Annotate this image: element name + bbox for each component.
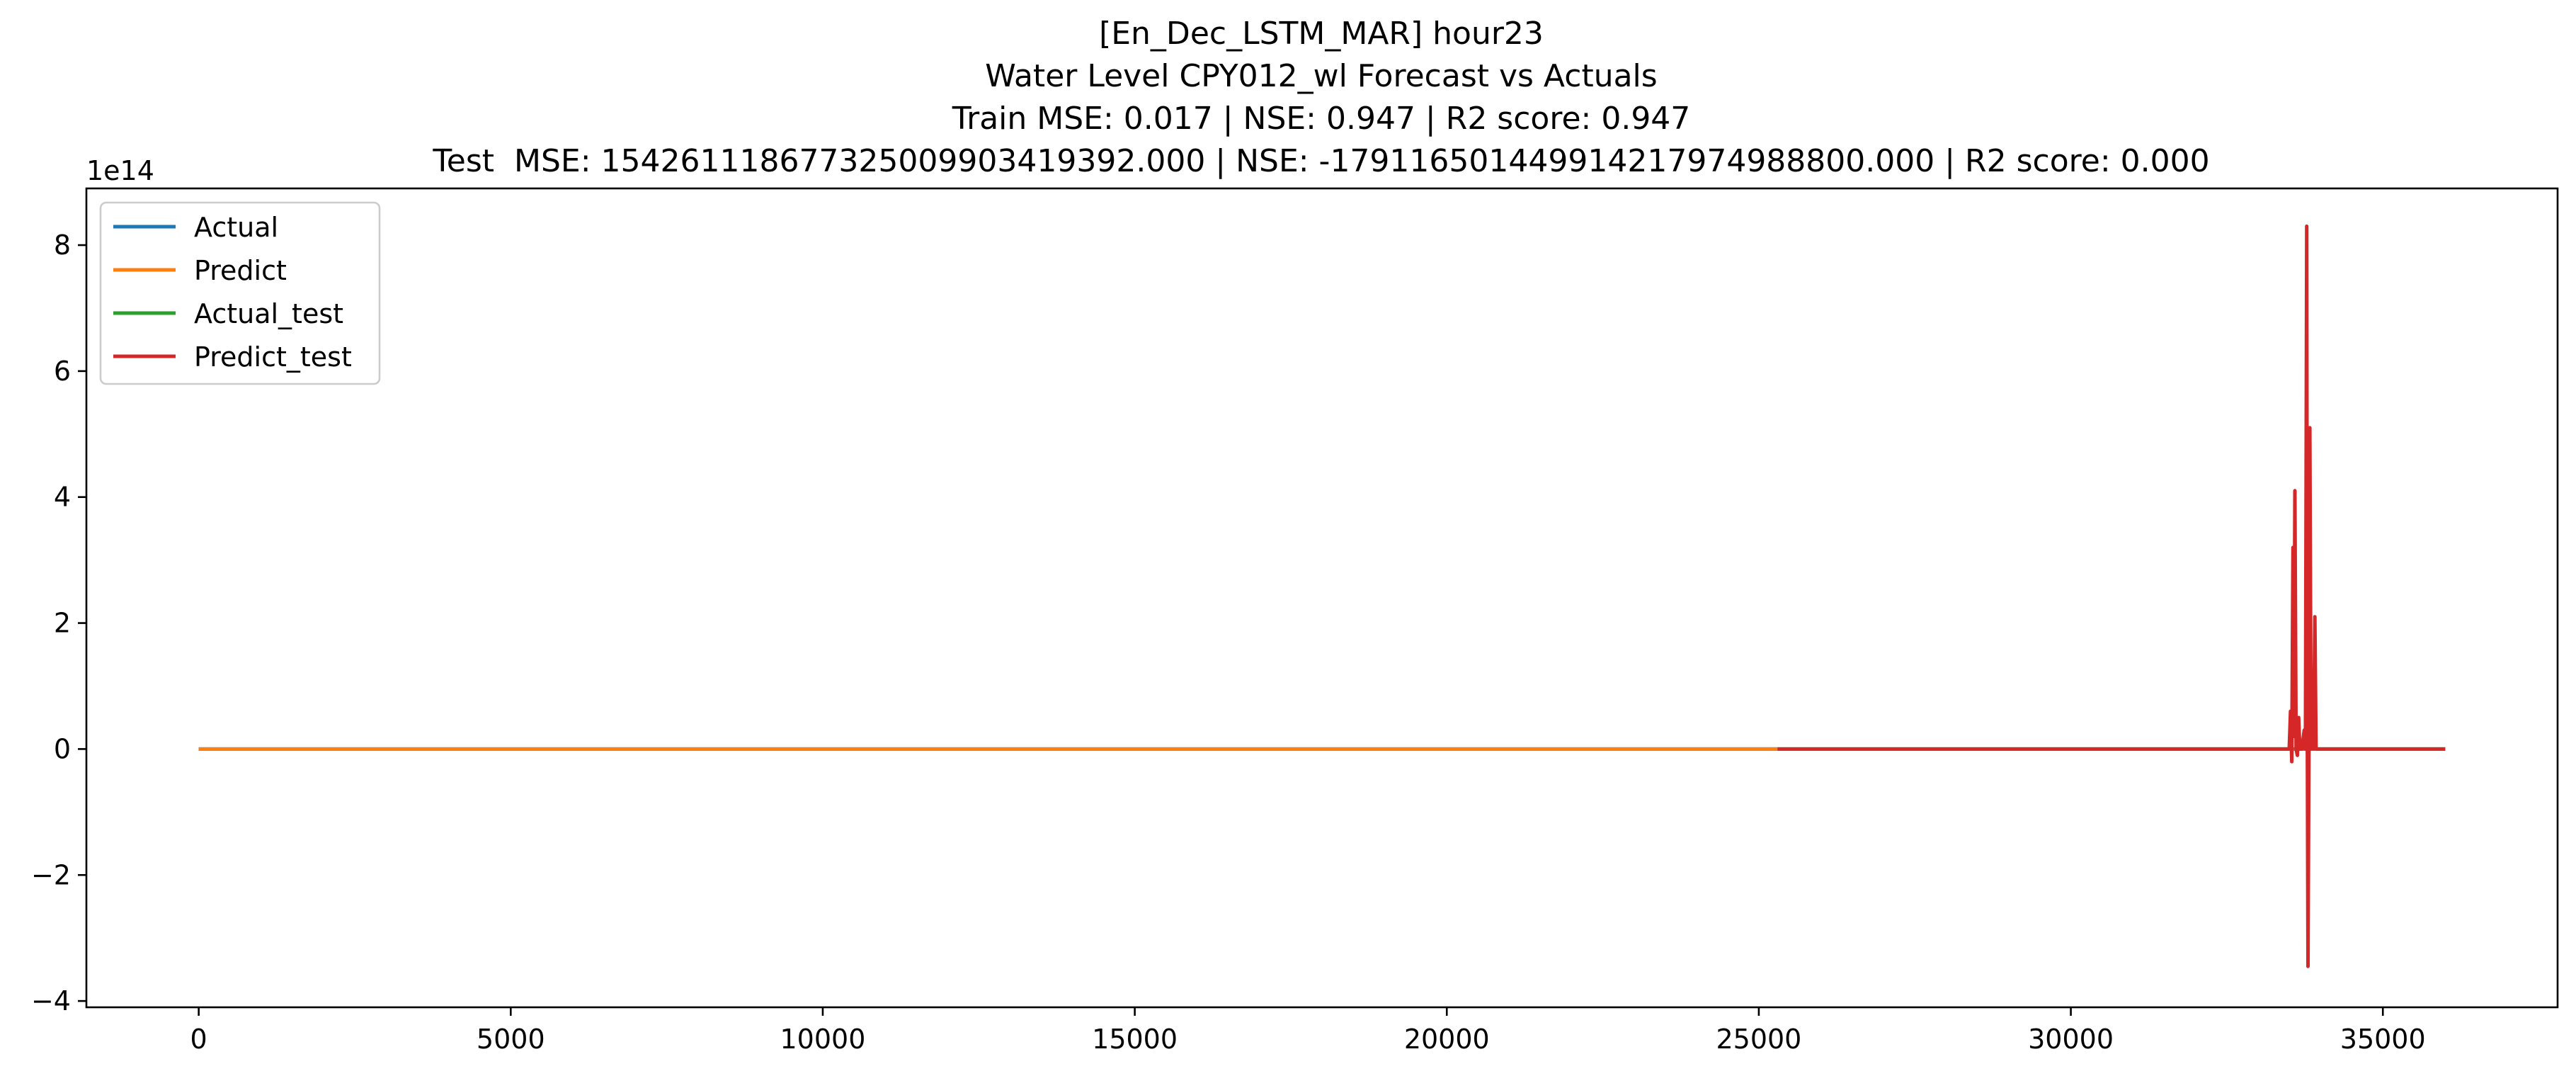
x-tick-label: 0 xyxy=(190,1024,207,1055)
x-tick-label: 35000 xyxy=(2340,1024,2426,1055)
y-tick-label: 8 xyxy=(54,230,71,261)
series-lines xyxy=(198,224,2446,968)
y-tick-label: −4 xyxy=(31,985,71,1016)
chart-title-line-4: Test MSE: 154261118677325009903419392.00… xyxy=(432,143,2209,179)
axes-frame xyxy=(85,187,2559,1009)
y-tick-label: 4 xyxy=(54,482,71,513)
chart-title-line-3: Train MSE: 0.017 | NSE: 0.947 | R2 score… xyxy=(952,101,1691,137)
y-tick-label: 0 xyxy=(54,733,71,764)
legend-label-predict: Predict xyxy=(194,255,287,286)
axis-ticks: 0 5000 10000 15000 20000 25000 30000 35000 −4 −2 0… xyxy=(31,230,2426,1055)
legend-label-actual: Actual xyxy=(194,212,278,243)
y-tick-label: 2 xyxy=(54,608,71,639)
y-tick-label: −2 xyxy=(31,859,71,890)
y-tick-label: 6 xyxy=(54,356,71,387)
legend-label-actual-test: Actual_test xyxy=(194,298,343,329)
chart-title-line-1: [En_Dec_LSTM_MAR] hour23 xyxy=(1099,16,1544,52)
x-tick-label: 15000 xyxy=(1092,1024,1178,1055)
y-axis-offset-label: 1e14 xyxy=(86,155,154,186)
x-tick-label: 5000 xyxy=(477,1024,545,1055)
legend-box xyxy=(99,201,381,385)
legend-label-predict-test: Predict_test xyxy=(194,341,352,373)
x-tick-label: 10000 xyxy=(780,1024,866,1055)
x-tick-label: 30000 xyxy=(2028,1024,2114,1055)
legend: Actual Predict Actual_test Predict_test xyxy=(99,201,381,385)
x-tick-label: 20000 xyxy=(1404,1024,1490,1055)
series-line-predict-test xyxy=(1777,224,2446,968)
chart-title-line-2: Water Level CPY012_wl Forecast vs Actual… xyxy=(985,58,1657,94)
x-tick-label: 25000 xyxy=(1716,1024,1801,1055)
